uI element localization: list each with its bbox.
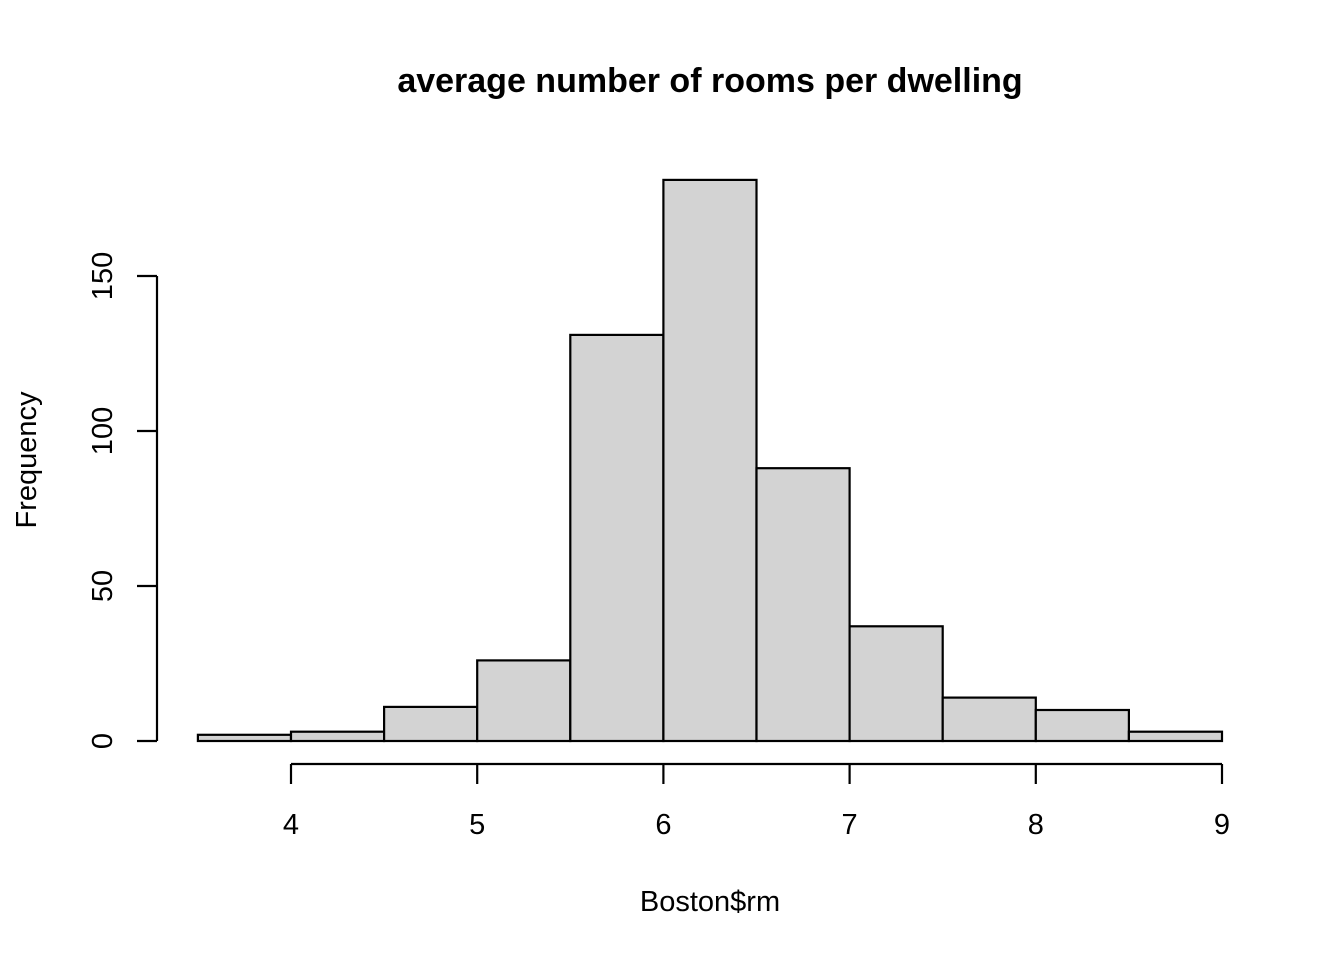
x-axis: 4 5 6 7 8 9 xyxy=(283,762,1230,841)
histogram-bar-10 xyxy=(1034,708,1131,743)
y-tick-label: 50 xyxy=(87,570,119,602)
y-tick-label: 150 xyxy=(87,252,119,300)
y-axis-label: Frequency xyxy=(11,391,43,529)
histogram-bar-7 xyxy=(755,467,851,743)
bars-group xyxy=(196,178,1224,743)
y-axis: 0 50 100 150 xyxy=(87,252,159,749)
histogram-bar-3 xyxy=(383,705,479,743)
x-tick-label: 5 xyxy=(469,809,485,841)
histogram-bar-5 xyxy=(569,333,665,743)
histogram-bar-8 xyxy=(848,625,944,743)
histogram-bar-4 xyxy=(476,659,572,743)
x-tick-label: 6 xyxy=(655,809,671,841)
x-tick-label: 4 xyxy=(283,809,299,841)
histogram-bar-9 xyxy=(941,696,1037,743)
x-tick-label: 9 xyxy=(1214,809,1230,841)
histogram-bar-1 xyxy=(196,733,293,743)
chart-title: average number of rooms per dwelling xyxy=(397,62,1022,100)
histogram-bar-6 xyxy=(662,178,758,743)
histogram-bar-2 xyxy=(289,730,386,743)
y-tick-label: 100 xyxy=(87,407,119,455)
y-tick-label: 0 xyxy=(87,733,119,749)
x-tick-label: 7 xyxy=(842,809,858,841)
x-axis-label: Boston$rm xyxy=(640,886,780,918)
histogram-bar-11 xyxy=(1127,730,1224,743)
x-tick-label: 8 xyxy=(1028,809,1044,841)
